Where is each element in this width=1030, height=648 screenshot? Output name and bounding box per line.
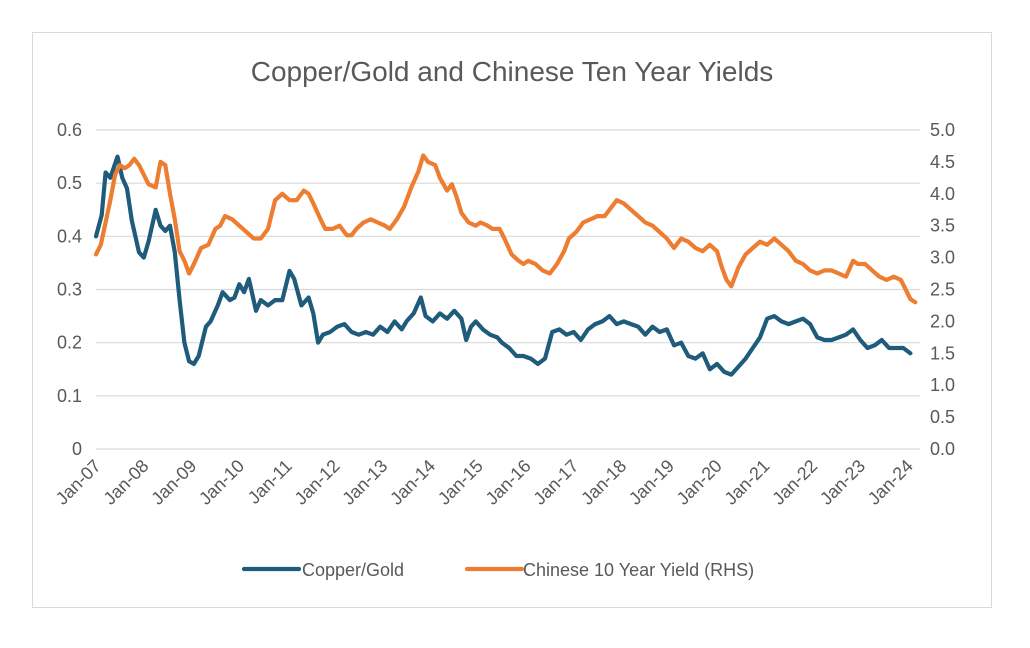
legend: Copper/Gold Chinese 10 Year Yield (RHS) — [241, 560, 754, 580]
chart-frame — [32, 32, 992, 608]
chart-title: Copper/Gold and Chinese Ten Year Yields — [250, 56, 774, 87]
left-tick-label: 0.5 — [57, 173, 82, 193]
left-tick-label: 0.4 — [57, 226, 82, 246]
left-tick-label: 0 — [72, 439, 82, 459]
x-tick-label: Jan-16 — [482, 456, 535, 509]
x-tick-label: Jan-10 — [195, 456, 248, 509]
right-tick-label: 4.5 — [930, 152, 955, 172]
right-axis-ticks: 5.0 4.5 4.0 3.5 3.0 2.5 2.0 1.5 1.0 0.5 0.0 — [930, 120, 955, 459]
left-tick-label: 0.2 — [57, 333, 82, 353]
left-tick-label: 0.6 — [57, 120, 82, 140]
x-tick-label: Jan-15 — [434, 456, 487, 509]
x-tick-label: Jan-23 — [816, 456, 869, 509]
left-tick-label: 0.3 — [57, 280, 82, 300]
right-tick-label: 2.5 — [930, 280, 955, 300]
right-tick-label: 1.0 — [930, 375, 955, 395]
x-tick-label: Jan-21 — [721, 456, 774, 509]
series-lines — [93, 153, 918, 377]
x-axis-ticks: Jan-07Jan-08Jan-09Jan-10Jan-11Jan-12Jan-… — [52, 456, 917, 509]
x-tick-label: Jan-07 — [52, 456, 105, 509]
x-tick-label: Jan-19 — [625, 456, 678, 509]
x-tick-label: Jan-11 — [244, 456, 296, 508]
right-tick-label: 3.5 — [930, 216, 955, 236]
right-tick-label: 4.0 — [930, 184, 955, 204]
x-tick-label: Jan-17 — [529, 456, 582, 509]
legend-label: Copper/Gold — [302, 560, 404, 580]
right-tick-label: 3.0 — [930, 248, 955, 268]
right-tick-label: 1.5 — [930, 343, 955, 363]
x-tick-label: Jan-24 — [864, 456, 917, 509]
left-tick-label: 0.1 — [57, 386, 82, 406]
series-line-china-10y-yield — [93, 153, 918, 305]
x-tick-label: Jan-18 — [577, 456, 630, 509]
left-axis-ticks: 0.6 0.5 0.4 0.3 0.2 0.1 0 — [57, 120, 82, 459]
right-tick-label: 0.0 — [930, 439, 955, 459]
x-tick-label: Jan-14 — [386, 456, 439, 509]
gridlines — [96, 129, 920, 450]
x-tick-label: Jan-08 — [100, 456, 153, 509]
series-line-copper-gold — [93, 154, 913, 377]
right-tick-label: 0.5 — [930, 407, 955, 427]
x-tick-label: Jan-12 — [291, 456, 344, 509]
x-tick-label: Jan-13 — [338, 456, 391, 509]
x-tick-label: Jan-20 — [673, 456, 726, 509]
right-tick-label: 2.0 — [930, 311, 955, 331]
x-tick-label: Jan-22 — [768, 456, 821, 509]
x-tick-label: Jan-09 — [147, 456, 200, 509]
legend-label: Chinese 10 Year Yield (RHS) — [523, 560, 754, 580]
right-tick-label: 5.0 — [930, 120, 955, 140]
